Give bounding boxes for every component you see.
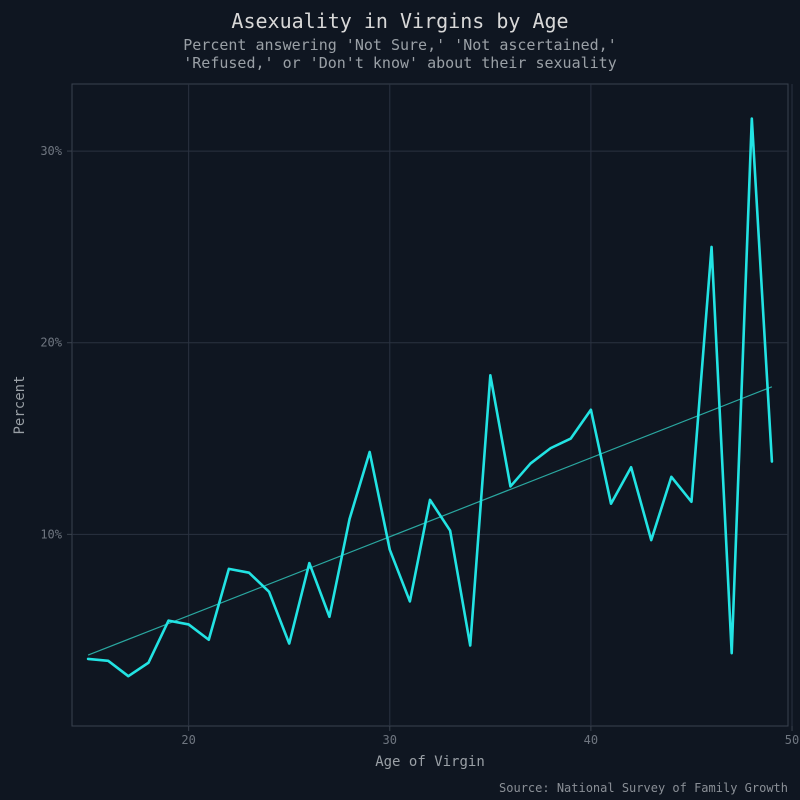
chart-title: Asexuality in Virgins by Age [231,9,568,33]
y-tick-label: 30% [40,144,62,158]
source-text: Source: National Survey of Family Growth [499,781,788,795]
x-tick-label: 20 [181,733,195,747]
x-tick-label: 40 [584,733,598,747]
x-tick-label: 50 [785,733,799,747]
y-axis-label: Percent [12,375,28,434]
y-tick-label: 20% [40,336,62,350]
x-tick-label: 30 [383,733,397,747]
chart-bg [0,0,800,800]
x-axis-label: Age of Virgin [375,754,485,770]
y-tick-label: 10% [40,527,62,541]
chart-subtitle-line2: 'Refused,' or 'Don't know' about their s… [183,54,616,72]
line-chart: Asexuality in Virgins by Age Percent answ… [0,0,800,800]
chart-subtitle-line1: Percent answering 'Not Sure,' 'Not ascer… [183,36,616,54]
